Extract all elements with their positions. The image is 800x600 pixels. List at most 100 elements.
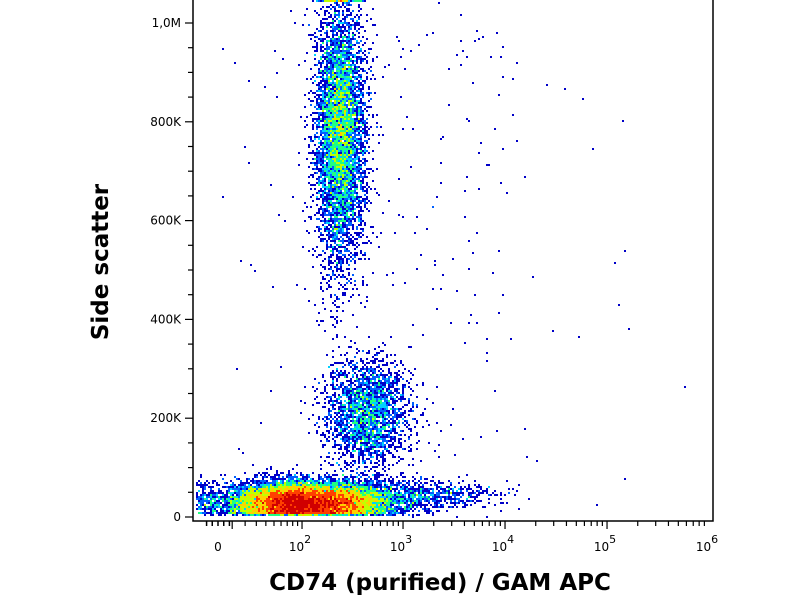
density-cell <box>232 498 234 500</box>
density-cell <box>334 62 336 64</box>
density-cell <box>394 426 396 428</box>
density-cell <box>292 478 294 480</box>
density-cell <box>356 100 358 102</box>
density-cell <box>416 488 418 490</box>
density-cell <box>388 510 390 512</box>
density-cell <box>240 484 242 486</box>
density-cell <box>320 38 322 40</box>
density-cell <box>340 226 342 228</box>
density-cell <box>360 228 362 230</box>
density-cell <box>202 492 204 494</box>
density-cell <box>318 112 320 114</box>
density-cell <box>238 512 240 514</box>
density-cell <box>318 198 320 200</box>
density-cell <box>328 410 330 412</box>
density-cell <box>328 110 330 112</box>
density-cell <box>338 150 340 152</box>
density-cell <box>324 514 326 516</box>
density-cell <box>340 40 342 42</box>
density-cell <box>372 490 374 492</box>
density-cell <box>340 32 342 34</box>
density-cell <box>338 118 340 120</box>
density-cell <box>350 76 352 78</box>
density-cell <box>354 138 356 140</box>
density-cell <box>350 102 352 104</box>
density-cell <box>312 478 314 480</box>
density-cell <box>326 194 328 196</box>
density-cell <box>310 138 312 140</box>
density-cell <box>350 466 352 468</box>
density-cell <box>328 280 330 282</box>
density-cell <box>368 490 370 492</box>
density-cell <box>304 220 306 222</box>
density-cell <box>302 492 304 494</box>
density-cell <box>316 120 318 122</box>
density-cell <box>326 156 328 158</box>
density-cell <box>388 500 390 502</box>
density-cell <box>330 62 332 64</box>
density-cell <box>376 420 378 422</box>
density-cell <box>224 482 226 484</box>
density-cell <box>348 44 350 46</box>
density-cell <box>338 174 340 176</box>
density-cell <box>342 160 344 162</box>
density-cell <box>202 504 204 506</box>
density-cell <box>382 440 384 442</box>
density-cell <box>396 512 398 514</box>
density-cell <box>266 486 268 488</box>
density-cell <box>344 108 346 110</box>
density-cell <box>318 208 320 210</box>
density-cell <box>338 16 340 18</box>
density-cell <box>352 152 354 154</box>
density-cell <box>326 62 328 64</box>
density-cell <box>326 486 328 488</box>
density-cell <box>362 94 364 96</box>
density-cell <box>308 232 310 234</box>
density-cell <box>338 508 340 510</box>
density-cell <box>238 486 240 488</box>
density-cell <box>270 510 272 512</box>
density-cell <box>328 264 330 266</box>
density-cell <box>348 152 350 154</box>
density-cell <box>362 114 364 116</box>
density-cell <box>304 510 306 512</box>
density-cell <box>352 114 354 116</box>
density-cell <box>332 110 334 112</box>
density-cell <box>354 490 356 492</box>
density-cell <box>334 88 336 90</box>
density-cell <box>346 130 348 132</box>
density-cell <box>322 492 324 494</box>
density-cell <box>338 480 340 482</box>
density-cell <box>288 482 290 484</box>
density-cell <box>326 172 328 174</box>
density-cell <box>282 490 284 492</box>
density-cell <box>338 68 340 70</box>
density-cell <box>354 56 356 58</box>
density-cell <box>346 108 348 110</box>
density-cell <box>306 514 308 516</box>
density-cell <box>326 496 328 498</box>
density-cell <box>348 482 350 484</box>
density-cell <box>312 506 314 508</box>
density-cell <box>270 468 272 470</box>
density-cell <box>338 210 340 212</box>
density-cell <box>212 512 214 514</box>
density-cell <box>220 498 222 500</box>
density-cell <box>280 502 282 504</box>
density-cell <box>318 504 320 506</box>
density-cell <box>322 78 324 80</box>
density-cell <box>354 146 356 148</box>
density-cell <box>320 190 322 192</box>
density-cell <box>334 0 336 2</box>
density-cell <box>242 488 244 490</box>
density-cell <box>334 420 336 422</box>
density-cell <box>352 208 354 210</box>
density-cell <box>320 238 322 240</box>
density-cell <box>250 486 252 488</box>
density-cell <box>356 374 358 376</box>
density-cell <box>302 484 304 486</box>
density-cell <box>348 404 350 406</box>
density-cell <box>332 58 334 60</box>
density-cell <box>260 486 262 488</box>
density-cell <box>292 512 294 514</box>
